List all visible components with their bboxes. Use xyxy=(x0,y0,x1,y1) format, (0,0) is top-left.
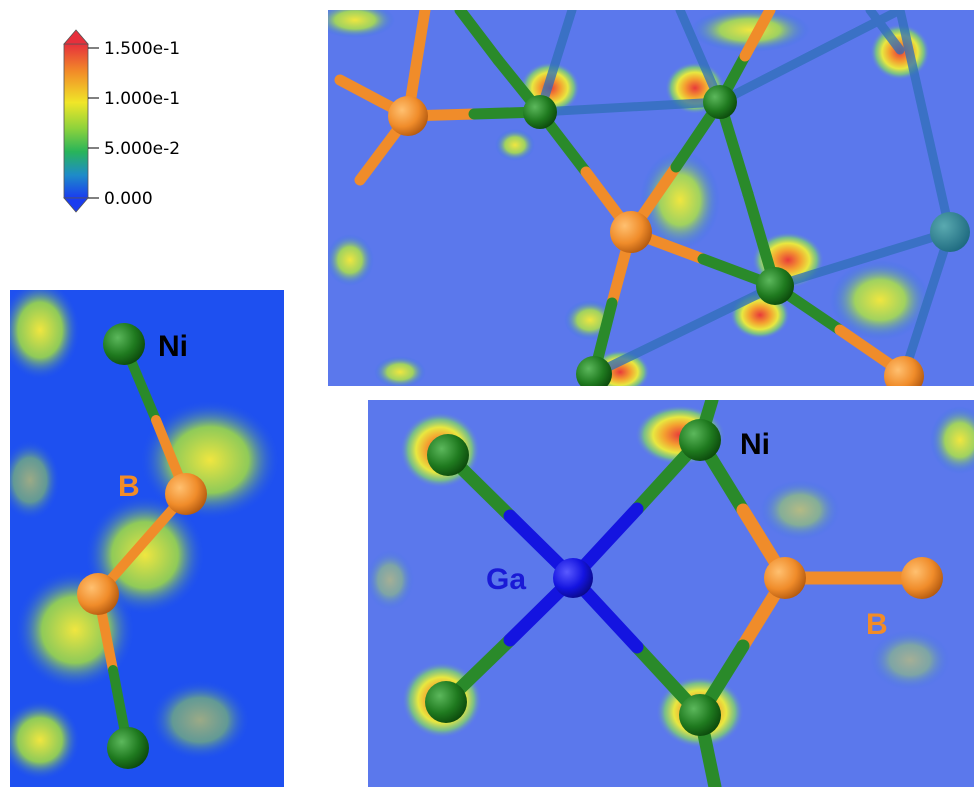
nickel-atom xyxy=(107,727,149,769)
bottom-ga-panel: Ga Ni B xyxy=(368,400,974,787)
density-region xyxy=(640,150,720,250)
density-region xyxy=(368,550,414,610)
density-region xyxy=(150,680,250,760)
density-region xyxy=(830,260,930,340)
colorbar-tick-label: 1.500e-1 xyxy=(104,39,180,59)
colorbar-gradient xyxy=(63,43,89,199)
boron-atom xyxy=(610,211,652,253)
colorbar-tick-label: 5.000e-2 xyxy=(104,139,180,159)
gallium-atom xyxy=(553,558,593,598)
density-region xyxy=(328,10,395,38)
boron-atom xyxy=(388,96,428,136)
ni-label: Ni xyxy=(740,428,770,461)
density-region xyxy=(374,356,426,386)
b-label: B xyxy=(866,608,888,641)
boron-atom xyxy=(901,557,943,599)
nickel-atom xyxy=(679,419,721,461)
boron-atom xyxy=(884,356,924,386)
ni-label: Ni xyxy=(158,330,188,363)
density-region xyxy=(10,440,60,520)
nickel-atom xyxy=(425,681,467,723)
boron-atom xyxy=(77,573,119,615)
ga-label: Ga xyxy=(486,563,526,596)
density-region xyxy=(870,630,950,690)
nickel-atom xyxy=(523,95,557,129)
top-structure-panel xyxy=(328,10,974,386)
nickel-atom xyxy=(756,267,794,305)
nickel-atom xyxy=(103,323,145,365)
colorbar: 1.500e-1 1.000e-1 5.000e-2 0.000 xyxy=(63,29,180,213)
density-region xyxy=(10,700,80,780)
density-region xyxy=(495,129,535,161)
boron-atom xyxy=(764,557,806,599)
left-chain-panel: Ni B xyxy=(10,290,284,787)
density-region xyxy=(10,290,80,380)
b-label: B xyxy=(118,470,140,503)
nickel-atom xyxy=(576,356,612,386)
density-region xyxy=(930,406,974,474)
colorbar-max-arrow xyxy=(63,29,89,45)
colorbar-min-arrow xyxy=(63,197,89,213)
nickel-atom xyxy=(427,434,469,476)
nickel-atom xyxy=(703,85,737,119)
colorbar-tick-label: 1.000e-1 xyxy=(104,89,180,109)
density-region xyxy=(760,480,840,540)
density-region xyxy=(328,234,374,286)
boron-atom xyxy=(165,473,207,515)
nickel-atom xyxy=(679,694,721,736)
background-atom xyxy=(930,212,970,252)
density-region xyxy=(690,10,810,52)
colorbar-tick-label: 0.000 xyxy=(104,189,153,209)
